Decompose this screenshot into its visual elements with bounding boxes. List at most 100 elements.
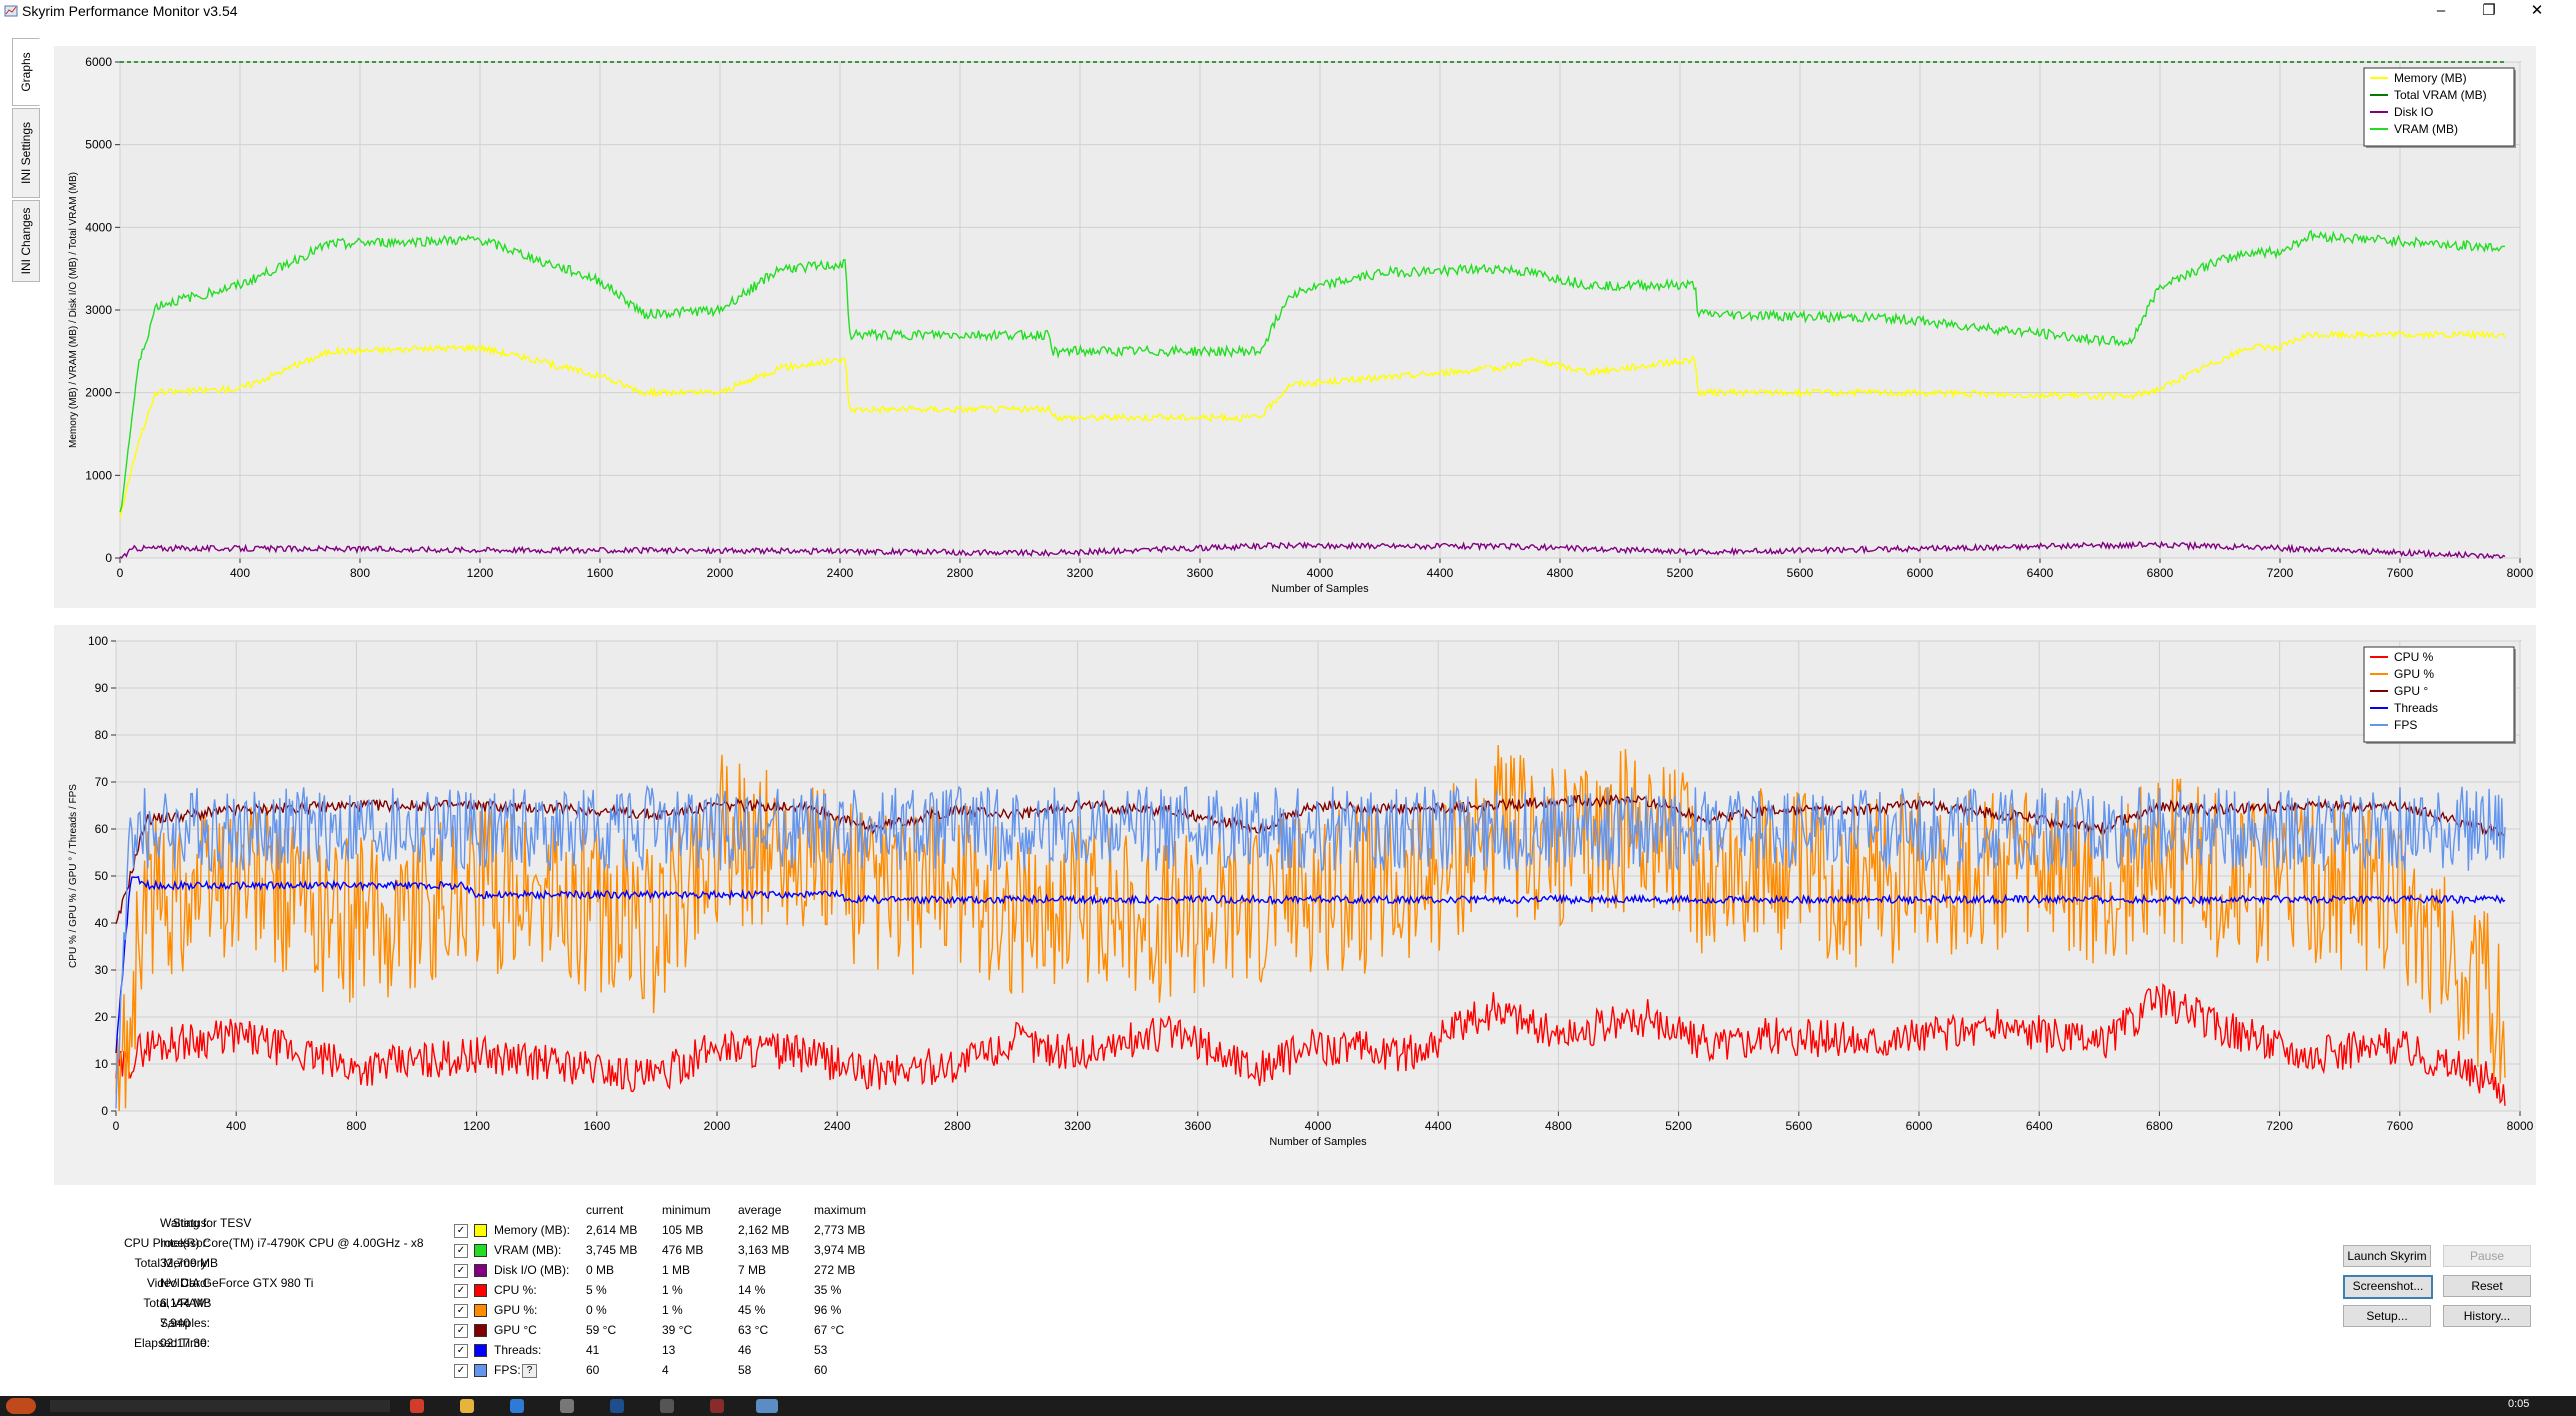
setup-button[interactable]: Setup...	[2343, 1305, 2431, 1327]
header-minimum: minimum	[662, 1203, 711, 1217]
stat-color-swatch[interactable]	[474, 1224, 487, 1237]
x-tick-label: 8000	[2507, 566, 2534, 580]
y-tick-label: 100	[88, 634, 108, 648]
stat-color-swatch[interactable]	[474, 1264, 487, 1277]
monitor-taskbar-icon[interactable]	[756, 1399, 778, 1413]
screenshot-button[interactable]: Screenshot...	[2343, 1275, 2433, 1299]
samples-label: Samples:	[159, 1316, 210, 1330]
start-icon[interactable]	[6, 1398, 36, 1414]
stat-color-swatch[interactable]	[474, 1324, 487, 1337]
series-line-gpu	[115, 744, 2506, 1112]
folder-icon[interactable]	[460, 1399, 474, 1413]
taskbar-search[interactable]	[50, 1400, 390, 1412]
stat-minimum: 13	[662, 1343, 676, 1357]
tab-ini-changes-label: INI Changes	[19, 207, 33, 275]
close-button[interactable]: ✕	[2530, 2, 2544, 19]
stat-current: 2,614 MB	[586, 1223, 638, 1237]
y-tick-label: 6000	[85, 55, 112, 69]
y-tick-label: 10	[95, 1057, 109, 1071]
launch-skyrim-button[interactable]: Launch Skyrim	[2343, 1245, 2431, 1267]
stat-checkbox[interactable]: ✓	[454, 1344, 468, 1358]
stat-color-swatch[interactable]	[474, 1244, 487, 1257]
legend-box	[2363, 646, 2515, 743]
y-tick-label: 0	[101, 1104, 108, 1118]
x-tick-label: 800	[350, 566, 370, 580]
y-tick-label: 0	[105, 551, 112, 565]
browser-icon[interactable]	[410, 1399, 424, 1413]
y-tick-label: 50	[95, 869, 109, 883]
x-tick-label: 5600	[1785, 1119, 1812, 1133]
stat-maximum: 96 %	[814, 1303, 842, 1317]
stat-row: ✓ Memory (MB): 2,614 MB 105 MB 2,162 MB 2,773…	[454, 1221, 894, 1241]
history-button[interactable]: History...	[2443, 1305, 2531, 1327]
series-line-vram-mb	[119, 229, 2506, 513]
header-maximum: maximum	[814, 1203, 867, 1217]
y-tick-label: 4000	[85, 220, 112, 234]
x-tick-label: 6400	[2027, 566, 2054, 580]
stat-color-swatch[interactable]	[474, 1304, 487, 1317]
memory-chart-panel: 0 400 800 1200 1600 2000 2400 2800 3200 3600 4000 4…	[54, 46, 2536, 608]
series-line-threads	[115, 876, 2506, 1054]
legend-entry: Disk IO	[2394, 105, 2433, 119]
x-tick-label: 2000	[704, 1119, 731, 1133]
series-line-cpu	[115, 983, 2506, 1106]
memory-chart: 0 400 800 1200 1600 2000 2400 2800 3200 3600 4000 4…	[68, 55, 2534, 595]
stat-color-swatch[interactable]	[474, 1364, 487, 1377]
x-tick-label: 2400	[827, 566, 854, 580]
stat-checkbox[interactable]: ✓	[454, 1364, 468, 1378]
cpu-label: CPU Processor:	[123, 1236, 210, 1250]
y-tick-label: 70	[95, 775, 109, 789]
reset-button[interactable]: Reset	[2443, 1275, 2531, 1297]
elapsed-label: Elapsed Time:	[133, 1336, 210, 1350]
tab-ini-changes[interactable]: INI Changes	[12, 200, 40, 282]
app-icon-2[interactable]	[660, 1399, 674, 1413]
stat-maximum: 67 °C	[814, 1323, 845, 1337]
stat-checkbox[interactable]: ✓	[454, 1224, 468, 1238]
edge-icon[interactable]	[510, 1399, 524, 1413]
pause-button[interactable]: Pause	[2443, 1245, 2531, 1267]
tab-ini-settings-label: INI Settings	[19, 121, 33, 185]
stat-color-swatch[interactable]	[474, 1284, 487, 1297]
stat-checkbox[interactable]: ✓	[454, 1284, 468, 1298]
stat-minimum: 476 MB	[662, 1243, 704, 1257]
x-tick-label: 2000	[707, 566, 734, 580]
fps-help-button[interactable]: ?	[522, 1364, 537, 1378]
legend-entry: CPU %	[2394, 650, 2434, 664]
app-icon-3[interactable]	[710, 1399, 724, 1413]
performance-chart: 0 400 800 1200 1600 2000 2400 2800 3200 3600 4000 4…	[68, 634, 2534, 1148]
tab-graphs[interactable]: Graphs	[12, 38, 40, 106]
stat-row: ✓ Threads: 41 13 46 53	[454, 1341, 894, 1361]
stat-maximum: 53	[814, 1343, 828, 1357]
y-tick-label: 5000	[85, 138, 112, 152]
stat-average: 46	[738, 1343, 752, 1357]
performance-chart-panel: 0 400 800 1200 1600 2000 2400 2800 3200 3600 4000 4…	[54, 625, 2536, 1185]
stat-checkbox[interactable]: ✓	[454, 1264, 468, 1278]
tab-ini-settings[interactable]: INI Settings	[12, 108, 40, 198]
x-tick-label: 6400	[2026, 1119, 2053, 1133]
x-tick-label: 0	[117, 566, 124, 580]
stat-average: 14 %	[738, 1283, 766, 1297]
stat-current: 0 MB	[586, 1263, 615, 1277]
stat-row: ✓ CPU %: 5 % 1 % 14 % 35 %	[454, 1281, 894, 1301]
status-label: Status:	[172, 1216, 210, 1230]
memory-value: 32,709 MB	[160, 1256, 219, 1270]
steam-icon[interactable]	[610, 1399, 624, 1413]
stat-checkbox[interactable]: ✓	[454, 1244, 468, 1258]
stat-color-swatch[interactable]	[474, 1344, 487, 1357]
x-tick-label: 7200	[2266, 1119, 2293, 1133]
samples-value: 7,940	[160, 1316, 191, 1330]
x-tick-label: 4800	[1547, 566, 1574, 580]
app-icon-1[interactable]	[560, 1399, 574, 1413]
x-tick-label: 4400	[1427, 566, 1454, 580]
stat-label: CPU %:	[494, 1283, 537, 1297]
legend-box	[2363, 67, 2515, 147]
x-tick-label: 3200	[1064, 1119, 1091, 1133]
x-tick-label: 5600	[1787, 566, 1814, 580]
maximize-button[interactable]: ❐	[2482, 2, 2496, 19]
minimize-button[interactable]: –	[2436, 2, 2446, 19]
video-card-label: Video Card:	[146, 1276, 210, 1290]
stat-checkbox[interactable]: ✓	[454, 1304, 468, 1318]
stat-checkbox[interactable]: ✓	[454, 1324, 468, 1338]
legend-entry: FPS	[2394, 718, 2417, 732]
x-tick-label: 7600	[2386, 1119, 2413, 1133]
